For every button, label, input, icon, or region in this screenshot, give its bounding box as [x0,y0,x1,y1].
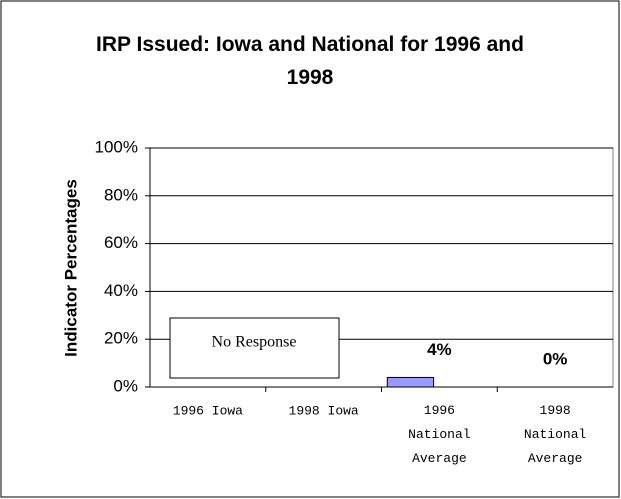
x-tick-label: 1998 Iowa [289,403,359,418]
bar [386,376,435,388]
y-tick-label: 100% [95,137,138,156]
x-tick-label: 1996 National Average [408,403,471,466]
y-tick-label: 40% [104,281,138,300]
y-tick-label: 80% [104,185,138,204]
data-label: 0% [543,349,568,368]
chart-title: IRP Issued: Iowa and National for 1996 a… [96,33,524,89]
x-tick-label: 1998 National Average [524,403,587,466]
y-axis-label: Indicator Percentages [61,179,80,357]
y-tick-label: 20% [104,329,138,348]
y-tick-label: 0% [113,376,138,395]
x-tick-label: 1996 Iowa [173,403,243,418]
annotation-box [169,317,340,379]
data-label: 4% [427,340,452,359]
annotation: No Response [212,334,297,351]
y-tick-label: 60% [104,233,138,252]
